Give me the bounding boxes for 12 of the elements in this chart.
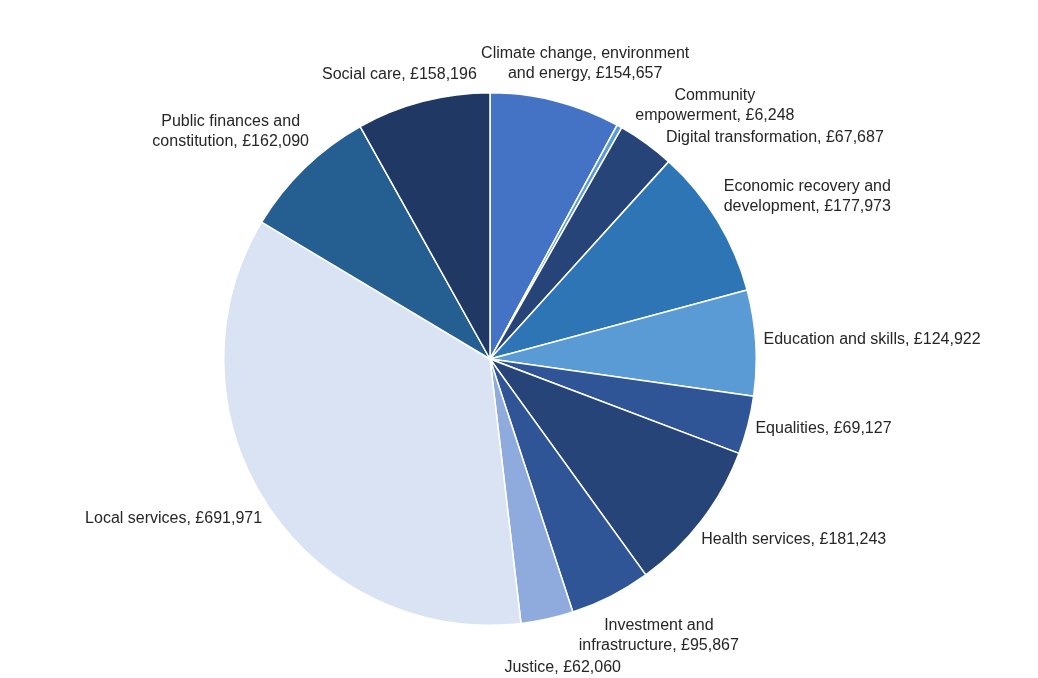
slice-label: Local services, £691,971 (85, 509, 263, 527)
slice-label: Justice, £62,060 (504, 657, 622, 675)
slice-label: Equalities, £69,127 (755, 418, 892, 436)
slice-label: Public finances and constitution, £162,090 (152, 111, 310, 149)
slice-label: Education and skills, £124,922 (763, 330, 981, 348)
slice-label: Digital transformation, £67,687 (665, 128, 884, 146)
slice-label: Community empowerment, £6,248 (635, 86, 795, 124)
slice-label: Climate change, environment and energy, £154,657 (481, 44, 690, 82)
slice-label: Investment and infrastructure, £95,867 (578, 615, 739, 653)
slice-label: Health services, £181,243 (701, 530, 887, 548)
slice-label: Social care, £158,196 (322, 64, 477, 82)
slice-label: Economic recovery and development, £177,973 (723, 176, 892, 214)
